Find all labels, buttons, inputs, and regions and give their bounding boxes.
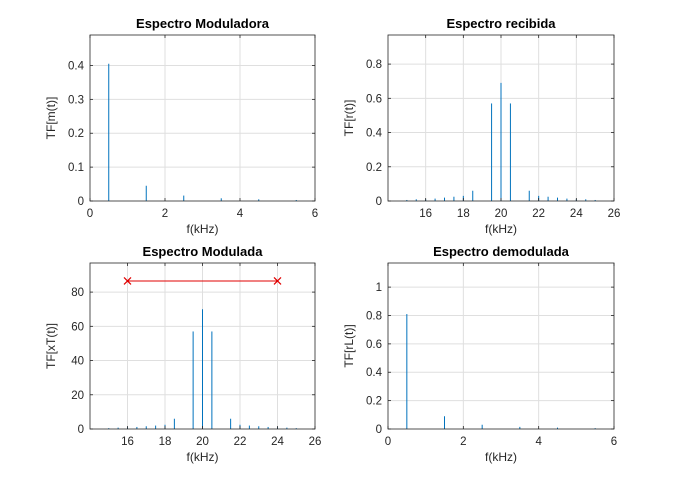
x-tick-label: 0 [87, 208, 93, 220]
x-tick-label: 16 [121, 436, 134, 448]
x-axis-label: f(kHz) [187, 450, 219, 464]
y-tick-label: 0.6 [366, 93, 382, 105]
y-tick-label: 80 [71, 287, 84, 299]
x-marker-stroke [123, 277, 132, 285]
y-tick-label: 0.8 [366, 310, 382, 322]
y-tick-label: 0.4 [366, 367, 383, 379]
y-tick-label: 0.2 [366, 396, 382, 408]
subplot-title: Espectro Moduladora [136, 16, 270, 31]
y-tick-label: 40 [71, 356, 84, 368]
x-tick-label: 22 [532, 208, 545, 220]
subplot-title: Espectro demodulada [433, 244, 570, 259]
x-tick-label: 24 [271, 436, 284, 448]
y-tick-label: 0 [376, 196, 382, 208]
y-tick-label: 1 [376, 282, 382, 294]
x-tick-label: 4 [237, 208, 244, 220]
y-tick-label: 20 [71, 390, 84, 402]
y-tick-label: 0.2 [68, 128, 84, 140]
y-tick-label: 0.4 [366, 128, 383, 140]
subplot-3: 16 18 20 22 24 26 0 20 40 60 80 Espectro Modulada f(… [44, 244, 321, 464]
y-axis-label: TF[rL(t)] [342, 324, 356, 367]
x-axis-label: f(kHz) [485, 450, 517, 464]
x-tick-label: 20 [495, 208, 508, 220]
y-tick-label: 0 [78, 196, 84, 208]
axes-box [387, 262, 615, 430]
x-tick-label: 26 [608, 208, 621, 220]
y-tick-label: 0.6 [366, 339, 382, 351]
x-tick-label: 2 [162, 208, 168, 220]
y-tick-label: 0.3 [68, 94, 84, 106]
y-tick-label: 0.1 [68, 162, 84, 174]
x-marker [273, 277, 282, 285]
x-marker-stroke [273, 277, 282, 285]
x-tick-label: 16 [419, 208, 432, 220]
x-tick-label: 20 [196, 436, 209, 448]
plot-area [388, 263, 614, 429]
y-axis-label: TF[m(t)] [44, 97, 58, 140]
y-axis-label: TF[r(t)] [342, 100, 356, 137]
x-tick-label: 6 [312, 208, 318, 220]
y-tick-label: 0 [376, 424, 382, 436]
x-tick-label: 24 [570, 208, 583, 220]
x-tick-label: 22 [234, 436, 247, 448]
plot-area [90, 35, 315, 201]
y-tick-label: 0 [78, 424, 84, 436]
y-tick-label: 60 [71, 321, 84, 333]
y-axis-label: TF[xT(t)] [44, 323, 58, 369]
y-tick-label: 0.8 [366, 59, 382, 71]
x-tick-label: 18 [159, 436, 172, 448]
x-axis-label: f(kHz) [485, 222, 517, 236]
axes-box [89, 34, 316, 202]
subplot-1: 0 2 4 6 0 0.1 0.2 0.3 0.4 Espectro Moduladora f(kH… [44, 16, 318, 236]
y-tick-label: 0.2 [366, 162, 382, 174]
x-tick-label: 6 [611, 436, 617, 448]
subplot-2: 16 18 20 22 24 26 0 0.2 0.4 0.6 0.8 Espectro recibi… [342, 16, 620, 236]
x-tick-label: 18 [457, 208, 470, 220]
subplot-title: Espectro recibida [446, 16, 556, 31]
x-tick-label: 4 [535, 436, 542, 448]
y-tick-label: 0.4 [68, 60, 85, 72]
x-axis-label: f(kHz) [187, 222, 219, 236]
subplot-title: Espectro Modulada [143, 244, 264, 259]
x-marker [123, 277, 132, 285]
x-tick-label: 0 [385, 436, 391, 448]
subplot-4: 0 2 4 6 0 0.2 0.4 0.6 0.8 1 Espectro demodulada f(k… [342, 244, 617, 464]
x-tick-label: 2 [460, 436, 466, 448]
x-tick-label: 26 [309, 436, 322, 448]
